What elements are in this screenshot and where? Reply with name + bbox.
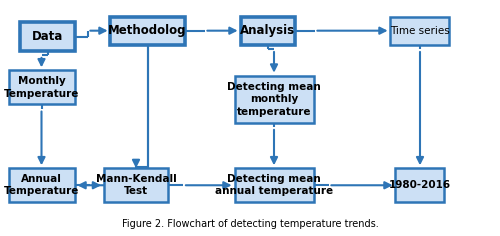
Text: Monthly
Temperature: Monthly Temperature [4,76,79,98]
Text: 1980-2016: 1980-2016 [389,180,451,190]
FancyBboxPatch shape [104,168,168,202]
Text: Data: Data [32,30,63,43]
Text: Analysis: Analysis [240,24,295,37]
FancyBboxPatch shape [8,168,74,202]
Text: Time series: Time series [390,26,450,36]
Text: Detecting mean
monthly
temperature: Detecting mean monthly temperature [227,82,321,117]
FancyBboxPatch shape [8,70,74,104]
Text: Mann-Kendall
Test: Mann-Kendall Test [96,174,176,196]
FancyBboxPatch shape [396,168,444,202]
FancyBboxPatch shape [110,17,184,45]
FancyBboxPatch shape [240,17,294,45]
Text: Methodolog: Methodolog [108,24,187,37]
Text: Detecting mean
annual temperature: Detecting mean annual temperature [215,174,333,196]
Text: Annual
Temperature: Annual Temperature [4,174,79,196]
FancyBboxPatch shape [234,168,314,202]
FancyBboxPatch shape [390,17,450,45]
FancyBboxPatch shape [20,22,75,51]
Text: Figure 2. Flowchart of detecting temperature trends.: Figure 2. Flowchart of detecting tempera… [122,219,378,229]
FancyBboxPatch shape [234,76,314,123]
